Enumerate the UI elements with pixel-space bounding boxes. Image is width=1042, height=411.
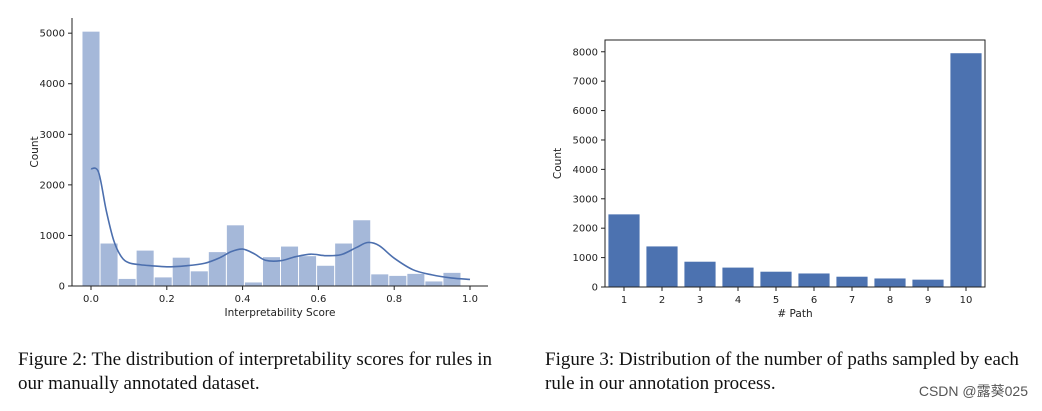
y-tick-label: 0 [59,282,65,293]
histogram-bar [100,243,118,286]
histogram-bar [208,252,226,286]
histogram-bar [353,220,371,286]
y-tick-label: 4000 [40,79,65,90]
figure-canvas: 0 1000 2000 3000 4000 5000 0.0 0.2 0.4 0.6 0.8 1.0… [29,18,986,320]
x-tick-label: 0.2 [159,294,175,305]
chart1-y-axis-label: Count [29,136,41,167]
histogram-bars [82,31,461,286]
histogram-bar [226,225,244,286]
path-bar [950,53,982,287]
path-bar [608,214,640,287]
kde-curve [90,167,471,281]
x-tick-label: 3 [697,295,703,306]
y-tick-label: 6000 [573,106,598,117]
x-tick-label: 5 [773,295,779,306]
x-tick-label: 9 [925,295,931,306]
figure-2-caption: Figure 2: The distribution of interpreta… [18,349,493,394]
chart1-y-ticks: 0 1000 2000 3000 4000 5000 [40,29,72,293]
watermark: CSDN @露葵025 [918,383,1028,399]
x-tick-label: 6 [811,295,817,306]
x-tick-label: 0.4 [235,294,251,305]
x-tick-label: 0.0 [83,294,99,305]
histogram-bar [425,281,443,286]
path-bar [722,267,754,287]
path-bar [798,273,830,287]
chart2-axes [604,39,986,288]
x-tick-label: 4 [735,295,741,306]
path-bar [836,276,868,287]
y-tick-label: 0 [592,283,598,294]
histogram-bar [136,250,154,286]
x-tick-label: 0.8 [386,294,402,305]
chart2-x-axis-label: # Path [777,308,812,320]
y-tick-label: 1000 [573,253,598,264]
y-tick-label: 4000 [573,165,598,176]
path-bar [874,278,906,287]
path-bar [684,261,716,287]
y-tick-label: 3000 [573,194,598,205]
x-tick-label: 1 [621,295,627,306]
chart2-frame [604,39,986,288]
histogram-bar [443,272,461,286]
y-tick-label: 2000 [40,180,65,191]
figure-3-caption: Figure 3: Distribution of the number of … [545,349,1019,394]
y-tick-label: 1000 [40,231,65,242]
histogram-bar [82,31,100,286]
chart2-y-axis-label: Count [552,148,564,179]
histogram-bar [389,275,407,286]
chart1-x-axis-label: Interpretability Score [225,307,336,319]
histogram-bar [172,257,190,286]
y-tick-label: 3000 [40,130,65,141]
histogram-bar [154,277,172,286]
histogram-bar [281,246,299,286]
chart1-axes [71,18,488,287]
y-tick-label: 5000 [573,135,598,146]
path-bar [912,279,944,287]
y-tick-label: 7000 [573,77,598,88]
path-bar [646,246,678,287]
histogram-bar [299,256,317,286]
x-tick-label: 2 [659,295,665,306]
histogram-bar [407,273,425,286]
histogram-bar [244,282,262,286]
path-bar [760,271,792,287]
histogram-bar [262,257,280,286]
histogram-bar [317,265,335,286]
histogram-bar [190,271,208,286]
y-tick-label: 5000 [40,29,65,40]
histogram-bar [371,274,389,286]
chart1-x-ticks: 0.0 0.2 0.4 0.6 0.8 1.0 [83,286,478,305]
y-tick-label: 2000 [573,224,598,235]
x-tick-label: 1.0 [462,294,478,305]
x-tick-label: 8 [887,295,893,306]
path-count-bars [608,53,982,287]
histogram-bar [118,278,136,286]
x-tick-label: 7 [849,295,855,306]
chart2-y-ticks: 0 1000 2000 3000 4000 5000 6000 7000 8000 [573,47,605,294]
y-tick-label: 8000 [573,47,598,58]
x-tick-label: 10 [960,295,973,306]
chart2-x-ticks: 1 2 3 4 5 6 7 8 9 10 [621,287,973,306]
x-tick-label: 0.6 [310,294,326,305]
histogram-bar [335,243,353,286]
